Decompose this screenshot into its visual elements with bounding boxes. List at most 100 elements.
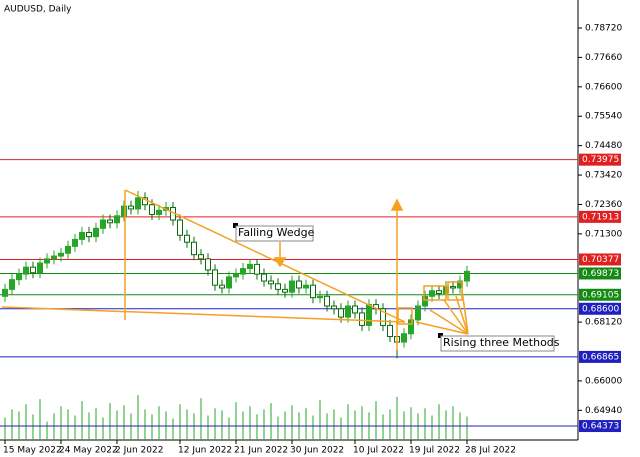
candle-body — [366, 304, 372, 326]
candle-body — [450, 286, 456, 289]
candle-body — [415, 305, 421, 321]
pointer-line — [415, 321, 469, 335]
chart-title: AUDUSD, Daily — [4, 5, 72, 15]
candle-body — [282, 288, 288, 293]
candle-body — [387, 324, 393, 338]
level-label-box — [579, 153, 621, 166]
annotation-box — [440, 335, 555, 352]
candle-body — [401, 333, 407, 343]
candle-body — [289, 280, 295, 293]
candle-body — [93, 227, 99, 238]
candle-body — [275, 283, 281, 290]
candle-body — [121, 205, 127, 217]
candle-body — [247, 263, 253, 270]
candle-body — [205, 258, 211, 271]
pointer-line — [455, 295, 469, 335]
candle-body — [219, 284, 225, 289]
candle-body — [380, 308, 386, 326]
candle-body — [268, 280, 274, 285]
candle-body — [331, 305, 337, 310]
candle-body — [345, 305, 351, 318]
annotation: Falling Wedge — [238, 226, 315, 239]
x-tick-label: 21 Jun 2022 — [234, 446, 288, 456]
level-label: 0.70377 — [582, 255, 619, 265]
candle-body — [2, 288, 8, 297]
candle-body — [23, 266, 29, 275]
level-label: 0.66865 — [582, 352, 619, 362]
level-label: 0.69105 — [582, 290, 619, 300]
level-label-box — [579, 210, 621, 223]
level-label: 0.68600 — [582, 304, 619, 314]
level-label-box — [579, 302, 621, 315]
annotation-box — [235, 225, 314, 242]
x-tick-label: 28 Jul 2022 — [465, 446, 516, 456]
x-tick-label: 12 Jun 2022 — [178, 446, 232, 456]
patterns — [1, 189, 469, 350]
level-label: 0.73975 — [582, 155, 619, 165]
candle-body — [128, 205, 134, 210]
candle-body — [191, 241, 197, 256]
annotation: Rising three Methods — [443, 336, 560, 349]
candle-body — [65, 245, 71, 254]
candle-body — [177, 219, 183, 236]
candle-body — [9, 279, 15, 290]
candle-body — [44, 258, 50, 264]
wedge-lower-line — [1, 306, 406, 323]
candle-body — [240, 268, 246, 275]
candle-body — [296, 280, 302, 289]
x-tick-label: 2 Jun 2022 — [115, 446, 163, 456]
candle-body — [359, 312, 365, 326]
x-tick-label: 30 Jun 2022 — [290, 446, 344, 456]
candle-body — [135, 197, 141, 210]
y-tick-label: 0.71300 — [585, 229, 622, 239]
candle-body — [324, 295, 330, 307]
candle-body — [212, 269, 218, 286]
candle-body — [303, 284, 309, 289]
candle-body — [30, 266, 36, 274]
level-label-box — [579, 267, 621, 280]
candle-body — [114, 215, 120, 224]
y-tick-label: 0.68120 — [585, 318, 622, 328]
level-label-box — [579, 420, 621, 433]
x-tick-label: 10 Jul 2022 — [353, 446, 404, 456]
x-tick-label: 24 May 2022 — [59, 446, 118, 456]
candle-body — [37, 262, 43, 274]
candle-body — [149, 204, 155, 215]
level-label: 0.71913 — [582, 212, 619, 222]
pointer-line — [461, 289, 469, 335]
level-label-box — [579, 253, 621, 266]
y-tick-label: 0.66000 — [585, 376, 622, 386]
pointer-line — [429, 309, 469, 335]
candle-body — [317, 295, 323, 299]
candle-body — [226, 276, 232, 289]
pointer-line — [443, 299, 469, 335]
y-tick-label: 0.78720 — [585, 24, 622, 34]
arrow-head — [273, 257, 287, 268]
y-tick-label: 0.73420 — [585, 171, 622, 181]
candle-body — [233, 273, 239, 278]
candle-body — [464, 270, 470, 282]
x-tick-label: 19 Jul 2022 — [409, 446, 460, 456]
candle-body — [422, 295, 428, 307]
y-tick-label: 0.76600 — [585, 82, 622, 92]
y-tick-label: 0.77660 — [585, 53, 622, 63]
candle-body — [107, 219, 113, 224]
y-tick-label: 0.74480 — [585, 141, 622, 151]
candle-body — [51, 255, 57, 260]
candle-body — [16, 273, 22, 281]
y-tick-label: 0.75540 — [585, 112, 622, 122]
candle-body — [86, 231, 92, 238]
level-label: 0.69873 — [582, 269, 619, 279]
candle-body — [58, 252, 64, 257]
candle-body — [254, 263, 260, 275]
level-label-box — [579, 288, 621, 301]
y-tick-label: 0.64940 — [585, 406, 622, 416]
candle-body — [408, 319, 414, 335]
candle-body — [79, 231, 85, 240]
candle-body — [156, 209, 162, 215]
level-label-box — [579, 350, 621, 363]
y-tick-label: 0.72360 — [585, 200, 622, 210]
wedge-upper-line — [124, 189, 406, 323]
